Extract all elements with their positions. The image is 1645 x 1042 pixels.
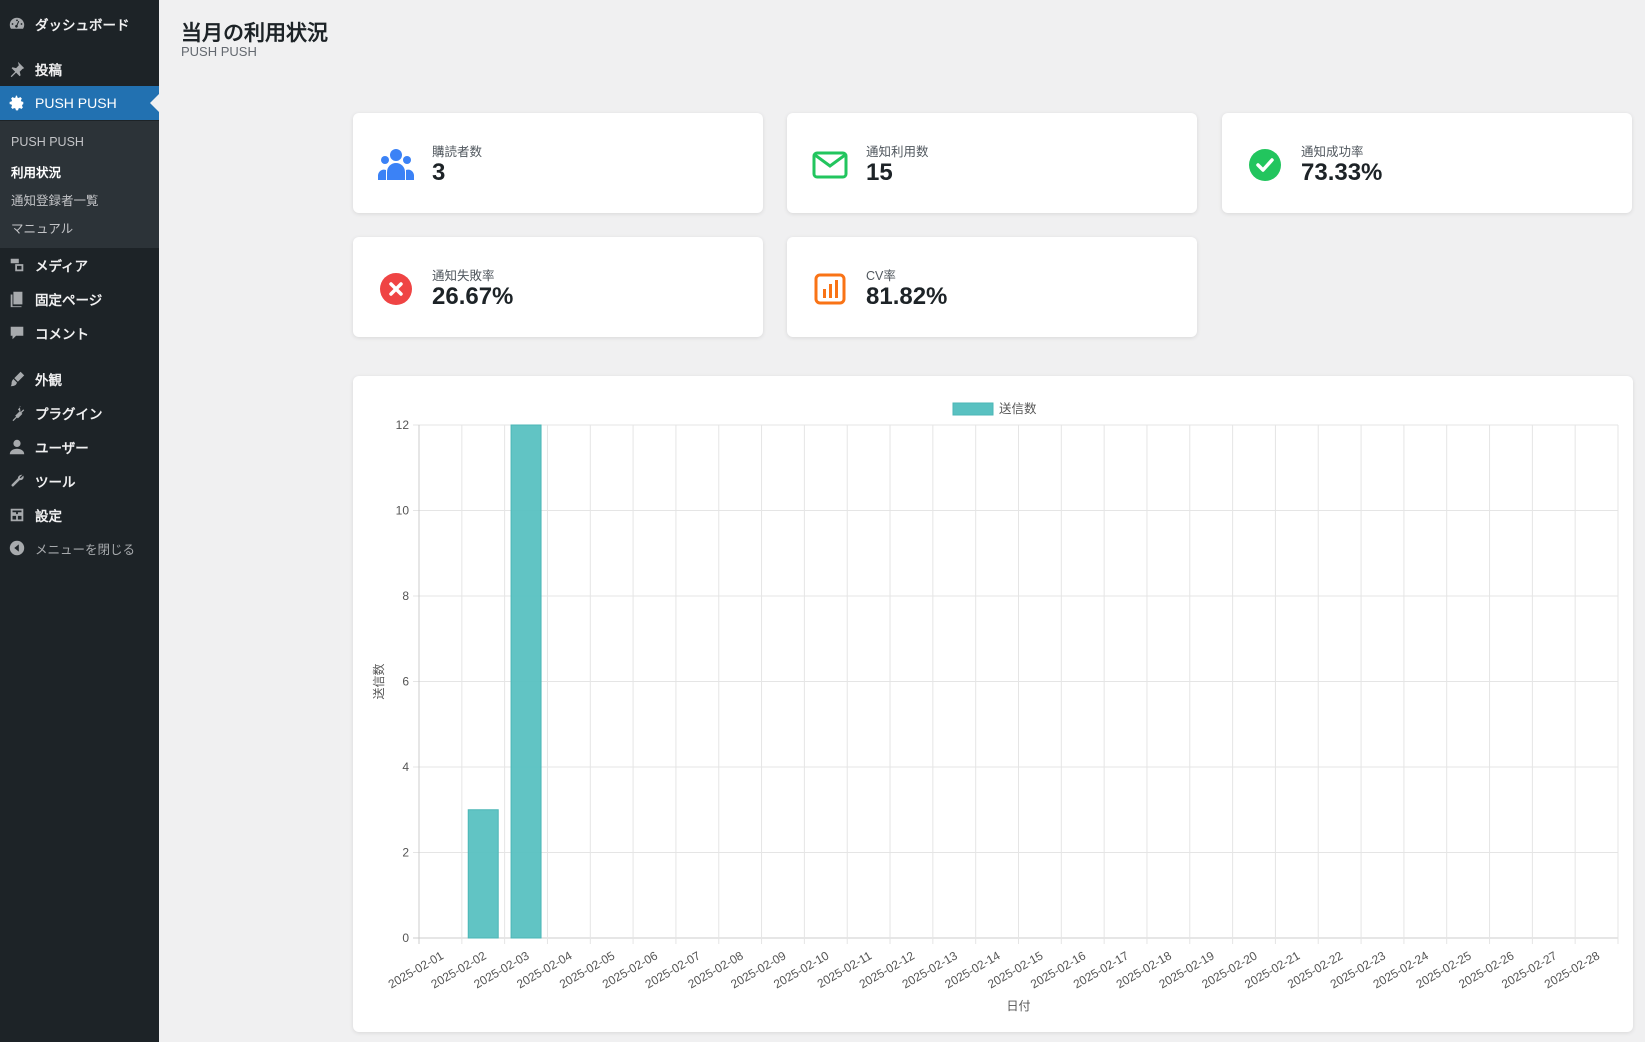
stat-value: 15 xyxy=(866,159,893,186)
stat-value: 26.67% xyxy=(432,283,514,310)
menu-item-push-push[interactable]: PUSH PUSH xyxy=(0,86,159,120)
stat-value: 3 xyxy=(432,159,446,186)
menu-item-posts[interactable]: 投稿 xyxy=(0,52,159,86)
menu-label: ユーザー xyxy=(35,441,89,457)
plugin-icon xyxy=(7,403,27,423)
collapse-menu-button[interactable]: メニューを閉じる xyxy=(0,531,159,565)
check-circle-icon xyxy=(1246,146,1284,184)
menu-label: 固定ページ xyxy=(35,293,103,309)
legend-swatch xyxy=(952,402,994,416)
bar-chart: 0246810122025-02-012025-02-022025-02-032… xyxy=(371,401,1619,1013)
y-tick-label: 4 xyxy=(402,760,409,774)
collapse-icon xyxy=(7,538,27,558)
menu-item-dashboard[interactable]: ダッシュボード xyxy=(0,7,159,41)
submenu-item-subscribers[interactable]: 通知登録者一覧 xyxy=(11,193,99,208)
stat-label: 通知利用数 xyxy=(866,144,929,159)
submenu: PUSH PUSH 利用状況 通知登録者一覧 マニュアル xyxy=(0,121,159,248)
menu-label: ツール xyxy=(35,475,76,491)
brush-icon xyxy=(7,369,27,389)
page-title: 当月の利用状況 xyxy=(181,21,328,45)
chart-card: 0 2 4 6 8 10 12 2025-02-01 2025-02-02 2025-02-03 2… xyxy=(353,376,1633,1032)
menu-item-users[interactable]: ユーザー xyxy=(0,430,159,464)
stat-card-notifications: 通知利用数 15 xyxy=(787,113,1197,213)
stat-label: 通知失敗率 xyxy=(432,268,495,283)
menu-item-comments[interactable]: コメント xyxy=(0,316,159,350)
stat-value: 73.33% xyxy=(1301,159,1383,186)
stat-label: 購読者数 xyxy=(432,144,483,159)
submenu-item-manual[interactable]: マニュアル xyxy=(11,221,74,236)
menu-item-appearance[interactable]: 外観 xyxy=(0,362,159,396)
menu-label: メニューを閉じる xyxy=(35,541,136,557)
y-tick-label: 8 xyxy=(402,589,409,603)
gear-icon xyxy=(7,93,27,113)
bar xyxy=(467,809,499,939)
submenu-item-usage[interactable]: 利用状況 xyxy=(11,165,62,180)
stat-card-failure-rate: 通知失敗率 26.67% xyxy=(353,237,763,337)
y-tick-label: 10 xyxy=(396,504,410,518)
stat-label: CV率 xyxy=(866,269,896,283)
y-tick-label: 6 xyxy=(402,675,409,689)
y-tick-label: 2 xyxy=(402,846,409,860)
dashboard-icon xyxy=(7,14,27,34)
menu-label: 投稿 xyxy=(35,63,62,79)
settings-icon xyxy=(7,505,27,525)
y-tick-label: 0 xyxy=(402,931,409,945)
stat-card-cv-rate: CV率 81.82% xyxy=(787,237,1197,337)
comment-icon xyxy=(7,323,27,343)
menu-label: メディア xyxy=(35,259,89,275)
stat-card-success-rate: 通知成功率 73.33% xyxy=(1222,113,1632,213)
media-icon xyxy=(7,255,27,275)
menu-item-settings[interactable]: 設定 xyxy=(0,498,159,532)
stat-value: 81.82% xyxy=(866,283,948,310)
users-icon xyxy=(377,146,415,184)
menu-item-plugins[interactable]: プラグイン xyxy=(0,396,159,430)
admin-sidebar: ダッシュボード 投稿 PUSH PUSH PUSH PUSH 利用状況 通知登録… xyxy=(0,0,159,1042)
page-subtitle: PUSH PUSH xyxy=(181,44,257,59)
stat-label: 通知成功率 xyxy=(1301,144,1364,159)
y-tick-label: 12 xyxy=(396,418,410,432)
menu-label: 外観 xyxy=(35,373,62,389)
wrench-icon xyxy=(7,471,27,491)
menu-label: プラグイン xyxy=(35,407,103,423)
legend-label: 送信数 xyxy=(999,401,1037,416)
pin-icon xyxy=(7,59,27,79)
x-circle-icon xyxy=(377,270,415,308)
menu-item-pages[interactable]: 固定ページ xyxy=(0,282,159,316)
pages-icon xyxy=(7,289,27,309)
mail-icon xyxy=(811,146,849,184)
menu-label: PUSH PUSH xyxy=(35,95,117,111)
stat-card-subscribers: 購読者数 3 xyxy=(353,113,763,213)
bar xyxy=(510,424,542,939)
x-axis-title: 日付 xyxy=(1006,999,1030,1013)
y-axis-title: 送信数 xyxy=(371,663,386,699)
menu-label: 設定 xyxy=(35,509,62,525)
submenu-item-push-push[interactable]: PUSH PUSH xyxy=(11,135,84,149)
menu-label: コメント xyxy=(35,327,89,343)
menu-item-tools[interactable]: ツール xyxy=(0,464,159,498)
menu-label: ダッシュボード xyxy=(35,18,130,34)
bar-chart-icon xyxy=(811,270,849,308)
menu-item-media[interactable]: メディア xyxy=(0,248,159,282)
user-icon xyxy=(7,437,27,457)
